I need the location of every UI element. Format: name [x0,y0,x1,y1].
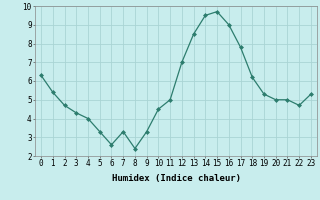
X-axis label: Humidex (Indice chaleur): Humidex (Indice chaleur) [111,174,241,183]
